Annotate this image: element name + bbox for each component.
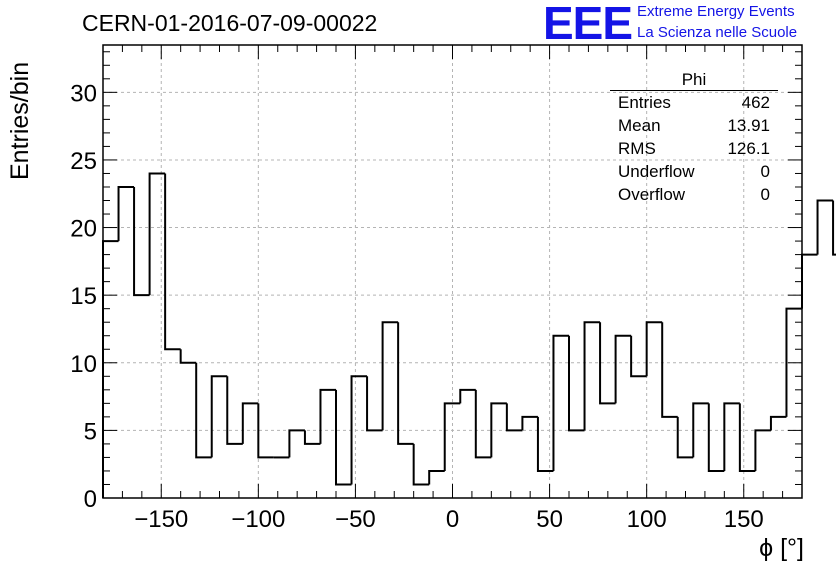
- histogram-bar: [505, 403, 523, 432]
- histogram-bar: [241, 402, 259, 444]
- x-tick-label: 0: [446, 506, 459, 533]
- stats-label: Entries: [618, 93, 671, 112]
- histogram-bar: [474, 389, 492, 459]
- histogram-bar: [257, 403, 274, 459]
- y-tick-label: 25: [70, 148, 97, 175]
- stats-row-overflow: Overflow 0: [610, 183, 778, 206]
- x-tick-label: 50: [536, 506, 563, 533]
- histogram-bar: [288, 429, 305, 458]
- y-axis-label: Entries/bin: [6, 61, 34, 180]
- histogram-bar: [443, 402, 461, 471]
- eee-logo: EEE: [543, 0, 633, 49]
- y-tick-label: 15: [70, 283, 97, 310]
- stats-row-entries: Entries 462: [610, 91, 778, 114]
- histogram-bar: [195, 362, 212, 459]
- histogram-bar: [754, 429, 771, 471]
- histogram-bar: [801, 253, 818, 309]
- grid-lines: [103, 45, 802, 498]
- histogram-bar: [226, 376, 243, 445]
- histogram-bar: [366, 376, 383, 432]
- x-tick-label: −100: [231, 506, 285, 533]
- x-axis-label: ϕ [°]: [759, 534, 804, 562]
- histogram-bar: [583, 321, 601, 431]
- logo-subtitle-1: Extreme Energy Events: [637, 3, 795, 20]
- histogram-bar: [723, 402, 740, 471]
- histogram-bar: [397, 322, 414, 445]
- y-tick-label: 10: [70, 351, 97, 378]
- stats-row-rms: RMS 126.1: [610, 137, 778, 160]
- histogram-bar: [614, 334, 632, 404]
- histogram-bar: [210, 375, 228, 458]
- histogram-bar: [319, 388, 336, 444]
- stats-label: Underflow: [618, 162, 695, 181]
- x-tick-label: 150: [724, 506, 764, 533]
- y-tick-label: 20: [70, 216, 97, 243]
- histogram-bar: [117, 185, 135, 242]
- histogram-bar: [412, 443, 430, 486]
- stats-value: 0: [760, 185, 770, 204]
- histogram-bars: [102, 172, 836, 498]
- histogram-bar: [552, 334, 569, 471]
- histogram-bar: [738, 403, 756, 472]
- stats-value: 0: [760, 162, 770, 181]
- histogram-bar: [133, 186, 150, 297]
- stats-value: 462: [741, 93, 770, 112]
- chart-title: CERN-01-2016-07-09-00022: [82, 10, 378, 36]
- histogram-bar: [832, 200, 836, 256]
- histogram-bar: [707, 403, 725, 472]
- histogram-bar: [303, 430, 321, 445]
- histogram-bar: [428, 469, 445, 485]
- tick-labels: −150 −100 −50 0 50 100 150 0 5 10 15 20 25 30: [70, 80, 763, 533]
- y-tick-label: 0: [84, 486, 97, 513]
- histogram-bar: [599, 322, 616, 405]
- histogram-bar: [521, 415, 538, 431]
- stats-row-underflow: Underflow 0: [610, 160, 778, 183]
- histogram-bar: [459, 388, 476, 404]
- x-tick-label: −150: [134, 506, 188, 533]
- stats-value: 13.91: [727, 116, 770, 135]
- stats-label: RMS: [618, 139, 656, 158]
- stats-title: Phi: [610, 70, 778, 91]
- histogram-bar: [769, 415, 787, 431]
- histogram-bar: [490, 402, 507, 458]
- histogram-bar: [335, 389, 352, 486]
- x-tick-label: −50: [335, 506, 376, 533]
- y-tick-label: 30: [70, 80, 97, 107]
- histogram-bar: [164, 173, 181, 351]
- histogram-bar: [630, 335, 647, 378]
- histogram-bar: [102, 240, 119, 498]
- axes: [102, 44, 803, 499]
- stats-row-mean: Mean 13.91: [610, 114, 778, 137]
- histogram-bar: [676, 416, 694, 459]
- stats-label: Mean: [618, 116, 661, 135]
- histogram-bar: [816, 199, 834, 255]
- histogram-bar: [645, 321, 663, 377]
- histogram-bar: [568, 335, 585, 432]
- histogram-bar: [692, 402, 709, 458]
- histogram-bar: [536, 416, 554, 472]
- x-tick-label: 100: [627, 506, 667, 533]
- stats-label: Overflow: [618, 185, 686, 204]
- y-tick-label: 5: [84, 418, 97, 445]
- histogram-bar: [661, 322, 678, 418]
- histogram-bar: [381, 321, 399, 431]
- histogram-bar: [179, 349, 197, 364]
- logo-subtitle-2: La Scienza nelle Scuole: [637, 24, 798, 41]
- stats-box: Phi Entries 462 Mean 13.91 RMS 126.1 Und…: [610, 70, 778, 206]
- histogram-bar: [350, 375, 368, 485]
- stats-value: 126.1: [727, 139, 770, 158]
- histogram-bar: [148, 172, 166, 296]
